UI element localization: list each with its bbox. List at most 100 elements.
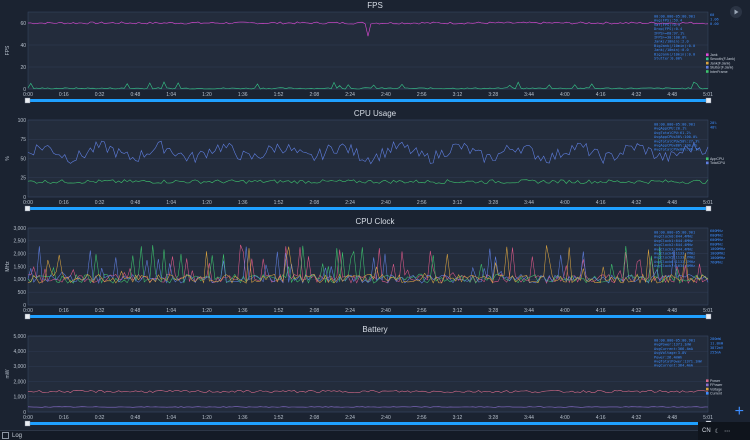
x-tick-fps: 5:01 <box>703 92 713 98</box>
stat-line-battery: AvgCurrent:364.4mA <box>654 364 694 368</box>
legend-swatch-fps <box>706 57 709 61</box>
x-tick-cpu: 3:44 <box>524 200 534 206</box>
legend-item-fps: Stutter(F.Jank) <box>710 66 733 70</box>
x-tick-fps: 4:16 <box>596 92 606 98</box>
x-tick-battery: 0:00 <box>23 415 33 421</box>
right-value-clock: 1000MHz <box>710 252 725 256</box>
legend-swatch-battery <box>706 392 709 395</box>
x-tick-clock: 4:16 <box>596 308 606 314</box>
legend-item-fps: InterFrame <box>710 70 728 74</box>
right-value-battery: 280mW <box>710 337 722 341</box>
legend-swatch-fps <box>706 70 709 73</box>
legend-item-fps: Jank <box>710 53 718 57</box>
x-tick-clock: 4:00 <box>560 308 570 314</box>
x-tick-cpu: 5:01 <box>703 200 713 206</box>
y-tick-battery: 5,000 <box>13 334 26 340</box>
stat-line-fps: Avg(FPS):59.4 <box>654 19 682 23</box>
legend-swatch-battery <box>706 387 709 391</box>
y-tick-clock: 2,500 <box>13 239 26 245</box>
x-tick-battery: 1:20 <box>202 415 212 421</box>
x-tick-fps: 1:52 <box>274 92 284 98</box>
x-tick-clock: 2:56 <box>417 308 427 314</box>
y-tick-cpu: 50 <box>20 156 26 162</box>
language-button[interactable]: CN <box>702 428 711 434</box>
y-tick-battery: 0 <box>23 410 26 416</box>
x-tick-cpu: 4:16 <box>596 200 606 206</box>
y-tick-fps: 0 <box>23 87 26 93</box>
right-value-battery: 11.8mW <box>710 342 724 346</box>
stat-line-battery: AvgPower:1371.1mW <box>654 343 692 347</box>
x-tick-clock: 1:04 <box>166 308 176 314</box>
play-icon[interactable] <box>730 6 742 18</box>
x-tick-cpu: 0:48 <box>131 200 141 206</box>
legend-item-battery: FPower <box>710 383 723 387</box>
legend-swatch-cpu <box>706 161 709 165</box>
x-tick-clock: 0:16 <box>59 308 69 314</box>
range-slider-battery[interactable] <box>28 422 708 425</box>
x-tick-cpu: 2:24 <box>345 200 355 206</box>
x-tick-fps: 2:56 <box>417 92 427 98</box>
range-handle-start-cpu[interactable] <box>24 205 31 212</box>
range-handle-end-fps[interactable] <box>705 97 712 104</box>
play-icon-glyph <box>734 9 739 15</box>
range-handle-end-clock[interactable] <box>705 313 712 320</box>
x-tick-cpu: 4:48 <box>667 200 677 206</box>
stat-line-cpu: AvgTotalCPU≤50%:27.3% <box>654 139 700 143</box>
x-tick-clock: 2:08 <box>309 308 319 314</box>
y-tick-clock: 500 <box>18 290 27 296</box>
right-value-clock: 600MHz <box>710 243 723 247</box>
x-tick-fps: 4:32 <box>632 92 642 98</box>
stat-line-clock: AvgClock4:1133.7MHz <box>654 252 695 256</box>
right-value-clock: 760MHz <box>710 261 723 265</box>
range-handle-start-clock[interactable] <box>24 313 31 320</box>
legend-item-battery: Current <box>710 392 722 396</box>
y-tick-clock: 2,000 <box>13 251 26 257</box>
range-handle-start-fps[interactable] <box>24 97 31 104</box>
x-tick-fps: 0:00 <box>23 92 33 98</box>
x-tick-cpu: 0:00 <box>23 200 33 206</box>
log-checkbox[interactable] <box>2 432 9 439</box>
range-slider-fps[interactable] <box>28 99 708 102</box>
y-axis-label-fps: FPS <box>5 45 11 55</box>
range-handle-start-battery[interactable] <box>24 420 31 427</box>
x-tick-fps: 3:28 <box>488 92 498 98</box>
stat-line-cpu: AvgAppCPU≤50%:100.0% <box>654 135 698 139</box>
x-tick-battery: 3:28 <box>488 415 498 421</box>
range-slider-clock[interactable] <box>28 315 708 318</box>
stat-line-fps: Jank(/10min):0.0 <box>654 48 689 52</box>
x-tick-clock: 2:40 <box>381 308 391 314</box>
y-tick-fps: 60 <box>20 21 26 27</box>
stat-line-clock: AvgClock3:844.4MHz <box>654 247 693 251</box>
x-tick-cpu: 2:08 <box>309 200 319 206</box>
legend-swatch-fps <box>706 66 709 69</box>
range-handle-end-cpu[interactable] <box>705 205 712 212</box>
y-tick-cpu: 75 <box>20 137 26 143</box>
x-tick-fps: 1:20 <box>202 92 212 98</box>
legend-item-cpu: AppCPU <box>710 157 724 161</box>
x-tick-fps: 0:48 <box>131 92 141 98</box>
log-toggle[interactable]: Log <box>2 432 22 439</box>
x-tick-battery: 1:04 <box>166 415 176 421</box>
x-tick-clock: 3:28 <box>488 308 498 314</box>
y-axis-label-cpu: % <box>5 156 11 161</box>
y-tick-cpu: 0 <box>23 195 26 201</box>
moon-icon[interactable]: ☾ <box>714 428 721 435</box>
right-value-clock: 1000MHz <box>710 256 725 260</box>
x-tick-cpu: 4:00 <box>560 200 570 206</box>
more-icon[interactable]: ⋯ <box>724 428 731 435</box>
panel-title-fps: FPS <box>367 1 383 10</box>
plus-icon[interactable]: + <box>734 403 744 420</box>
right-value-clock: 600MHz <box>710 229 723 233</box>
x-tick-fps: 0:32 <box>95 92 105 98</box>
y-tick-clock: 0 <box>23 303 26 309</box>
series-current <box>27 406 709 408</box>
range-slider-cpu[interactable] <box>28 207 708 210</box>
series-app-cpu <box>27 179 709 184</box>
x-tick-battery: 1:52 <box>274 415 284 421</box>
legend-item-battery: Voltage <box>710 387 722 391</box>
x-tick-battery: 2:56 <box>417 415 427 421</box>
stat-line-fps: Jank(/10min):2.0 <box>654 40 689 44</box>
right-value-battery: 3872mV <box>710 346 724 350</box>
y-tick-clock: 1,000 <box>13 277 26 283</box>
